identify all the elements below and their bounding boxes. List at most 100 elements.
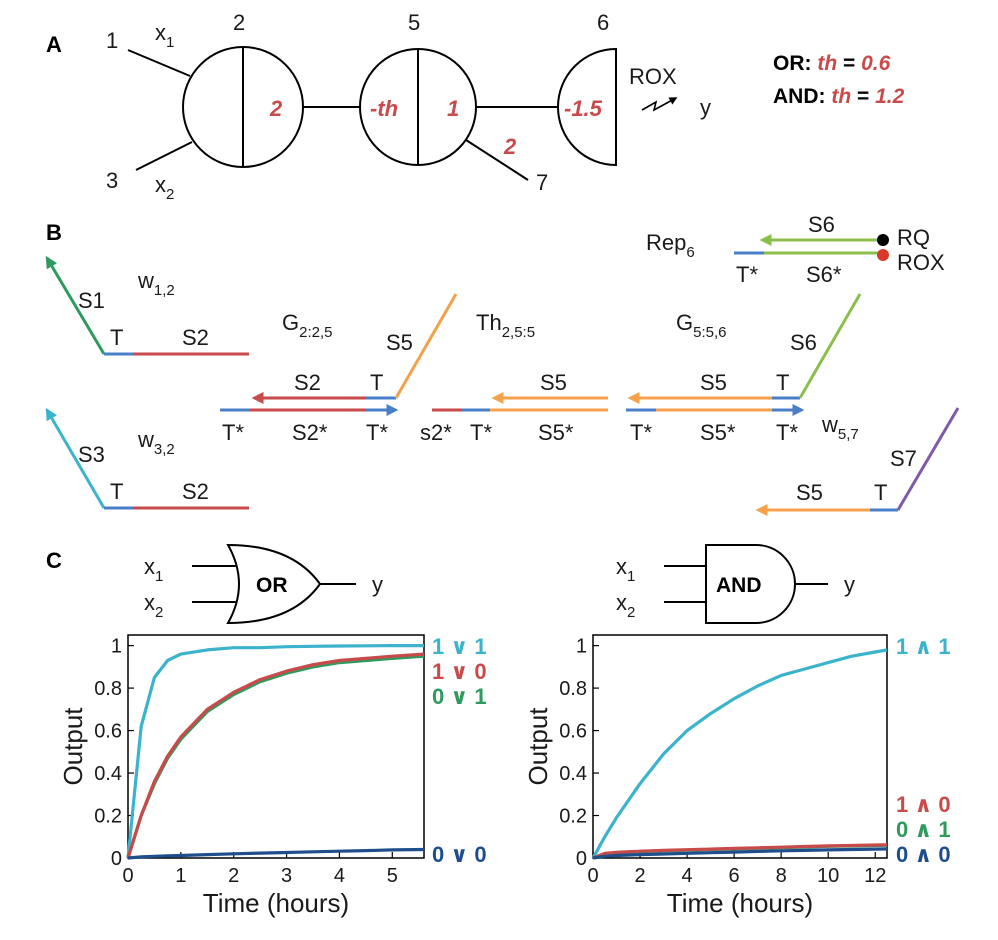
g556-label: G5:5,6 [676,310,727,341]
g225-s5-tail [394,293,458,399]
g225-s2star-label: S2* [292,420,328,445]
g225-t-label: T [370,370,383,395]
and-gate-y: y [844,572,855,597]
w57-s7-strand [896,407,960,511]
input-x1: x1 [155,20,174,51]
reporter-label: ROX [629,64,677,89]
y-tick-label: 1 [576,636,587,658]
rep6-tstar-label: T* [736,262,758,287]
legend-label: 1 ∧ 1 [896,634,951,659]
node-2-weight: 2 [269,96,283,121]
g225-s5-label: S5 [386,330,413,355]
g556-s5-label: S5 [700,370,727,395]
g556-s6-label: S6 [790,330,817,355]
y-tick-label: 0 [576,848,587,870]
x-tick-label: 5 [387,865,398,887]
y-tick-label: 0.8 [94,678,122,700]
y-tick-label: 1 [111,636,122,658]
y-tick-label: 0.4 [94,763,122,785]
node-5-threshold: -th [370,96,398,121]
legend-label: 0 ∨ 1 [432,684,487,709]
legend-label: 0 ∧ 0 [896,842,951,867]
series-line [127,847,425,860]
node-label-2: 2 [233,10,245,35]
series-line [126,652,425,859]
input-x2: x2 [155,172,174,203]
y-axis-label: Output [523,707,553,786]
edge-5-7-weight: 2 [503,134,517,159]
rq-label: RQ [897,225,930,250]
w57-t-label: T [874,480,887,505]
node-label-6: 6 [597,10,609,35]
series-line [592,847,888,860]
x-tick-label: 12 [864,865,886,887]
and-gate-x1: x1 [616,554,635,585]
edge-5-7 [465,139,529,181]
x-tick-label: 6 [729,865,740,887]
g556-t-label: T [776,370,789,395]
th255-tstar-label: T* [470,420,492,445]
g225-tstar-right-label: T* [366,420,388,445]
rep6-s6-label: S6 [808,212,835,237]
legend-label: 0 ∧ 1 [896,817,951,842]
node-5-weight: 1 [447,96,459,121]
output-y: y [700,95,711,120]
series-line [126,654,425,859]
x-tick-label: 2 [228,865,239,887]
y-tick-label: 0.2 [559,806,587,828]
and-gate-symbol: AND x1 x2 y [616,544,855,624]
y-tick-label: 0.2 [94,806,122,828]
y-tick-label: 0.6 [94,721,122,743]
g225-label: G2:2,5 [282,310,333,341]
w12-t-label: T [110,325,123,350]
w32-s3-strand [45,407,106,509]
legend-label: 1 ∨ 0 [432,659,487,684]
x-tick-label: 10 [817,865,839,887]
x-tick-label: 2 [634,865,645,887]
y-tick-label: 0.4 [559,763,587,785]
g556-s6-tail [798,293,862,399]
series-line [591,648,888,859]
rep6-s6star-label: S6* [806,262,842,287]
y-tick-label: 0.6 [559,721,587,743]
w32-s3-label: S3 [78,442,105,467]
or-gate-x2: x2 [144,590,163,621]
x-tick-label: 3 [281,865,292,887]
series-line [592,843,888,860]
or-gate-symbol: OR x1 x2 y [144,543,383,625]
w12-label: w1,2 [137,268,175,299]
or-threshold: OR: th = 0.6 [773,52,891,75]
and-threshold: AND: th = 1.2 [773,85,905,108]
or-gate-y: y [372,572,383,597]
fluorophore-dot-icon [877,249,889,261]
legend-label: 0 ∨ 0 [432,842,487,867]
x-axis-label: Time (hours) [667,888,813,918]
rox-label: ROX [897,250,945,275]
x-tick-label: 0 [122,865,133,887]
th255-label: Th2,5:5 [476,310,535,341]
rep6-label: Rep6 [646,230,695,261]
w57-label: w5,7 [821,412,859,443]
g556-tstar-left-label: T* [630,420,652,445]
legend-label: 1 ∨ 1 [432,634,487,659]
or-gate-label: OR [256,574,288,597]
w32-t-label: T [110,479,123,504]
x-tick-label: 8 [776,865,787,887]
w57-s7-label: S7 [890,446,917,471]
plot-frame [592,634,888,859]
w12-s1-label: S1 [78,288,105,313]
w32-label: w3,2 [137,427,175,458]
x-tick-label: 4 [334,865,345,887]
fluorescence-arrow-icon [641,97,678,112]
node-label-5: 5 [408,10,420,35]
and-gate-body [705,544,796,624]
w32-s2-label: S2 [182,479,209,504]
series-line [126,643,424,859]
node-6 [557,47,617,167]
th255-s5star-label: S5* [538,420,574,445]
node-label-1: 1 [106,28,118,53]
w12-s2-label: S2 [182,325,209,350]
x-tick-label: 1 [175,865,186,887]
or-gate-body [226,543,322,625]
node-6-threshold: -1.5 [564,96,603,121]
